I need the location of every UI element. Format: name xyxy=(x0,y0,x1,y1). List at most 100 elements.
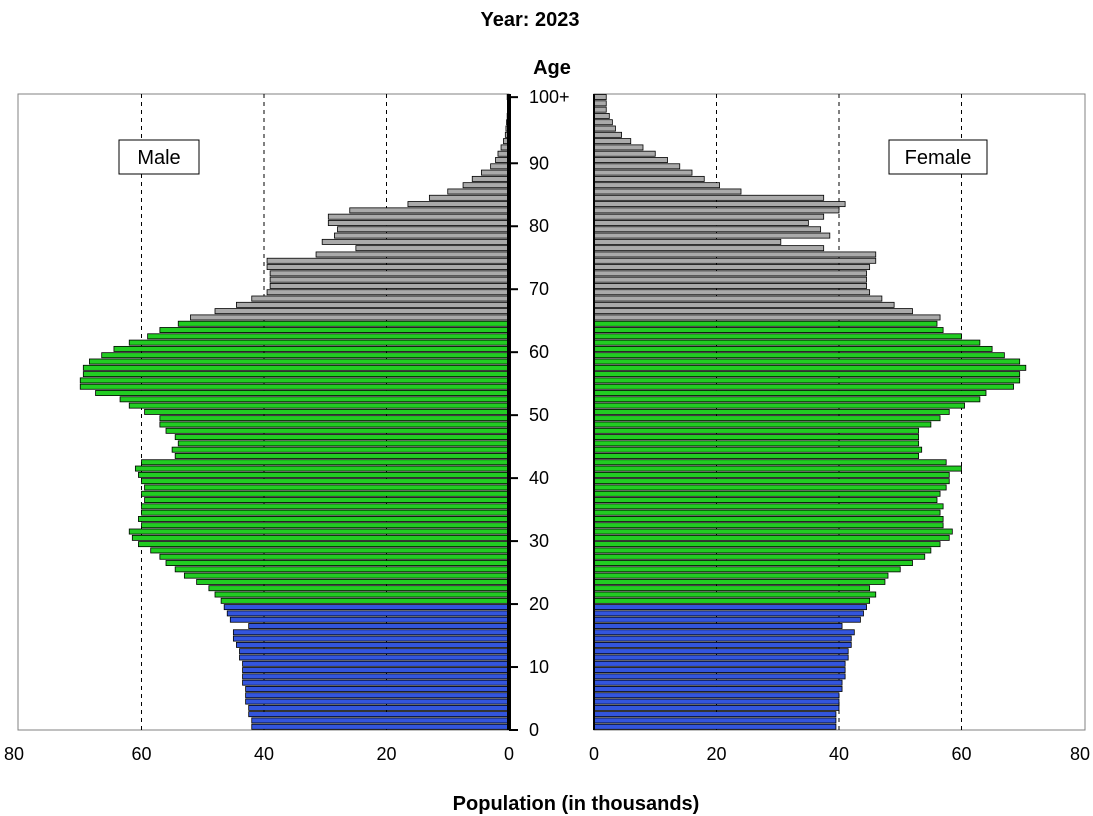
male-bar xyxy=(79,383,510,390)
male-bar xyxy=(471,175,510,182)
female-bar xyxy=(593,704,840,711)
female-bar xyxy=(593,673,846,680)
female-bar xyxy=(593,264,871,271)
female-bar xyxy=(593,591,877,598)
female-bar xyxy=(593,358,1021,365)
male-bar xyxy=(119,396,510,403)
female-bar xyxy=(593,648,849,655)
male-bar xyxy=(349,207,510,214)
male-bar xyxy=(141,503,510,510)
female-bar xyxy=(593,339,981,346)
male-bar xyxy=(141,509,510,516)
female-bar xyxy=(593,679,843,686)
male-bar xyxy=(239,654,510,661)
female-bar xyxy=(593,163,681,170)
male-bar xyxy=(144,408,510,415)
female-bar xyxy=(593,698,840,705)
male-legend-frame xyxy=(118,139,200,175)
male-bar xyxy=(428,194,510,201)
female-bar xyxy=(593,434,920,441)
female-bar xyxy=(593,245,825,252)
female-bar xyxy=(593,112,610,119)
female-bar xyxy=(593,175,705,182)
male-bar xyxy=(141,459,510,466)
male-bar xyxy=(327,220,510,226)
female-bar xyxy=(593,471,950,478)
x-tick-label: 60 xyxy=(131,744,151,764)
female-bar xyxy=(593,157,668,163)
female-bar xyxy=(593,283,867,289)
male-bar xyxy=(239,648,510,655)
male-bar xyxy=(462,182,510,189)
female-bar xyxy=(593,295,883,302)
female-bar xyxy=(593,201,846,208)
female-bar xyxy=(593,119,613,126)
male-bar xyxy=(214,591,510,598)
female-bar xyxy=(593,667,846,674)
female-bar xyxy=(593,106,607,113)
male-bar xyxy=(251,295,510,302)
male-bar xyxy=(242,667,510,674)
male-bar xyxy=(165,427,510,434)
female-bar xyxy=(593,364,1027,371)
male-bar xyxy=(183,572,510,579)
x-tick-label: 0 xyxy=(589,744,599,764)
female-bar xyxy=(593,610,864,617)
age-tick-label: 10 xyxy=(529,657,549,677)
x-tick-label: 20 xyxy=(376,744,396,764)
male-bar xyxy=(242,679,510,686)
male-bar xyxy=(407,201,510,208)
female-bar xyxy=(593,421,932,428)
male-bar xyxy=(242,660,510,667)
age-tick-label: 30 xyxy=(529,531,549,551)
male-bar xyxy=(236,301,510,308)
age-tick-label: 70 xyxy=(529,279,549,299)
female-bar xyxy=(593,534,950,541)
female-bar xyxy=(593,270,867,277)
male-bar xyxy=(242,673,510,680)
male-bar xyxy=(177,440,510,447)
female-bar xyxy=(593,238,782,245)
female-bar xyxy=(593,150,656,157)
male-bar xyxy=(236,641,510,648)
male-bar xyxy=(495,157,510,163)
female-bar xyxy=(593,604,867,611)
male-bar xyxy=(321,238,510,245)
male-bars xyxy=(79,94,510,730)
female-bar xyxy=(593,320,938,327)
female-bar xyxy=(593,125,616,132)
female-bar xyxy=(593,692,840,699)
female-bar xyxy=(593,560,913,566)
female-bar xyxy=(593,440,920,447)
female-bar xyxy=(593,541,941,548)
female-bar xyxy=(593,723,837,730)
female-bar xyxy=(593,427,920,434)
x-tick-label: 80 xyxy=(4,744,24,764)
female-bar xyxy=(593,686,843,692)
female-bar xyxy=(593,402,965,409)
male-bar xyxy=(266,264,510,271)
male-bar xyxy=(174,453,510,459)
female-bar xyxy=(593,377,1021,384)
female-bar xyxy=(593,459,947,466)
x-axis-title: Population (in thousands) xyxy=(453,793,700,815)
female-bar xyxy=(593,314,941,321)
female-bar xyxy=(593,100,607,107)
female-bar xyxy=(593,711,837,718)
female-bar xyxy=(593,396,981,403)
male-bar xyxy=(82,364,510,371)
age-ticks: 0 10 20 30 40 50 60 70 80 90 100+ xyxy=(509,87,570,740)
female-bar xyxy=(593,138,632,145)
female-bar xyxy=(593,446,923,453)
male-legend-label: Male xyxy=(137,147,180,169)
male-bar xyxy=(266,289,510,296)
female-bar xyxy=(593,232,831,239)
female-bar xyxy=(593,654,849,661)
female-bar xyxy=(593,144,644,151)
female-bar xyxy=(593,169,693,176)
male-bar xyxy=(223,604,510,611)
male-bar xyxy=(150,547,510,554)
female-bar xyxy=(593,641,852,648)
age-tick-label: 90 xyxy=(529,153,549,173)
